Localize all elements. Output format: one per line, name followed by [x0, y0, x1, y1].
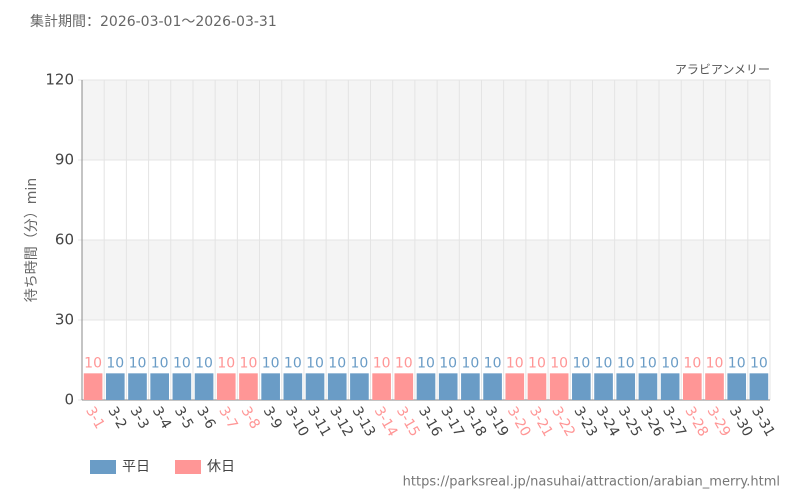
value-label: 10	[306, 355, 324, 371]
value-label: 10	[395, 355, 413, 371]
bar	[305, 373, 325, 400]
bar	[150, 373, 169, 400]
source: https://parksreal.jp/nasuhai/attraction/…	[403, 475, 780, 490]
value-label: 10	[373, 355, 391, 371]
value-label: 10	[639, 355, 657, 371]
bar	[283, 373, 303, 400]
bar	[749, 373, 769, 400]
value-label: 10	[217, 355, 235, 371]
legend-swatch	[175, 460, 201, 474]
x-tick-label: 3-2	[104, 404, 129, 432]
legend-swatch	[90, 460, 116, 474]
bar	[572, 373, 591, 400]
value-label: 10	[195, 355, 213, 371]
bar	[105, 373, 125, 400]
bar	[727, 373, 747, 400]
value-label: 10	[173, 355, 191, 371]
value-label: 10	[706, 355, 724, 371]
value-label: 10	[129, 355, 147, 371]
value-label: 10	[506, 355, 524, 371]
bar	[683, 373, 702, 400]
bar	[261, 373, 280, 400]
bar	[216, 373, 236, 400]
value-label: 10	[328, 355, 346, 371]
y-tick-label: 120	[45, 71, 74, 89]
x-tick-label: 3-8	[238, 404, 263, 432]
legend-label: 休日	[207, 459, 235, 475]
bar	[594, 373, 613, 400]
value-label: 10	[661, 355, 679, 371]
bar	[660, 373, 680, 400]
bar	[461, 373, 480, 400]
bar	[172, 373, 192, 400]
value-label: 10	[284, 355, 302, 371]
value-label: 10	[750, 355, 768, 371]
value-label: 10	[550, 355, 568, 371]
plot-band	[82, 80, 770, 160]
chart-title: 集計期間：2026-03-01～2026-03-31	[30, 13, 277, 30]
y-tick-label: 30	[55, 311, 74, 329]
value-label: 10	[439, 355, 457, 371]
bar	[616, 373, 636, 400]
value-label: 10	[151, 355, 169, 371]
bar	[327, 373, 347, 400]
bar	[416, 373, 436, 400]
bar	[638, 373, 658, 400]
bar	[372, 373, 391, 400]
value-label: 10	[617, 355, 635, 371]
bar	[527, 373, 547, 400]
value-label: 10	[484, 355, 502, 371]
x-tick-label: 3-9	[260, 404, 285, 432]
value-label: 10	[683, 355, 701, 371]
bar	[350, 373, 369, 400]
y-tick-label: 90	[55, 151, 74, 169]
bar	[83, 373, 103, 400]
bar	[483, 373, 502, 400]
chart-label: アラビアンメリー	[675, 63, 770, 77]
bar	[438, 373, 458, 400]
bar	[705, 373, 724, 400]
value-label: 10	[728, 355, 746, 371]
value-label: 10	[106, 355, 124, 371]
x-tick-label: 3-5	[171, 404, 196, 432]
y-axis-label: 待ち時間（分）min	[24, 178, 40, 302]
x-tick-label: 3-3	[127, 404, 152, 432]
bar	[394, 373, 414, 400]
value-label: 10	[240, 355, 258, 371]
y-tick-label: 60	[55, 231, 74, 249]
x-tick-label: 3-31	[748, 404, 778, 440]
value-label: 10	[351, 355, 369, 371]
x-tick-label: 3-6	[193, 404, 218, 432]
value-label: 10	[461, 355, 479, 371]
value-label: 10	[528, 355, 546, 371]
value-label: 10	[572, 355, 590, 371]
value-label: 10	[595, 355, 613, 371]
value-label: 10	[262, 355, 280, 371]
bar	[239, 373, 258, 400]
bar	[549, 373, 569, 400]
bar	[128, 373, 147, 400]
value-label: 10	[417, 355, 435, 371]
plot-band	[82, 240, 770, 320]
x-tick-label: 3-1	[82, 404, 107, 432]
legend-label: 平日	[122, 459, 150, 475]
y-tick-label: 0	[64, 391, 74, 409]
value-label: 10	[84, 355, 102, 371]
x-tick-label: 3-4	[149, 404, 174, 432]
bar	[194, 373, 214, 400]
x-tick-label: 3-7	[215, 404, 240, 432]
bar	[505, 373, 525, 400]
